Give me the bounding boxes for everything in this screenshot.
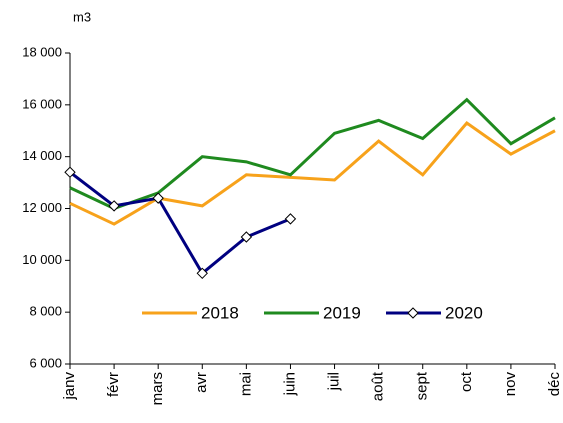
x-tick-label: mai — [237, 372, 254, 396]
point-marker — [240, 231, 253, 243]
y-axis-unit: m3 — [73, 9, 91, 24]
y-tick-label: 10 000 — [22, 252, 62, 267]
legend-label: 2019 — [323, 303, 361, 322]
point-marker — [284, 213, 297, 225]
point-marker — [108, 200, 120, 212]
series-line — [69, 97, 556, 211]
x-tick-label: déc — [546, 372, 563, 397]
point-marker — [196, 267, 208, 279]
legend-marker — [407, 307, 419, 319]
x-tick-label: févr — [105, 372, 122, 397]
legend-label: 2018 — [201, 303, 239, 322]
x-tick-label: avr — [193, 372, 210, 393]
x-tick-label: juin — [281, 372, 298, 396]
y-tick-label: 12 000 — [22, 200, 62, 215]
x-tick-label: juil — [326, 372, 343, 391]
series-line — [69, 171, 292, 276]
x-tick-label: janv — [61, 372, 78, 401]
x-tick-label: août — [370, 371, 387, 401]
series-line — [69, 120, 556, 226]
x-tick-label: mars — [149, 372, 166, 405]
point-marker — [152, 192, 164, 204]
x-tick-label: oct — [458, 371, 475, 392]
legend-label: 2020 — [445, 303, 483, 322]
y-tick-label: 16 000 — [22, 96, 62, 111]
y-tick-label: 6 000 — [29, 355, 62, 370]
x-tick-label: nov — [502, 372, 519, 397]
y-tick-label: 14 000 — [22, 148, 62, 163]
y-tick-label: 8 000 — [29, 304, 62, 319]
point-marker — [64, 166, 76, 178]
x-tick-label: sept — [414, 371, 431, 400]
y-tick-label: 18 000 — [22, 44, 62, 59]
